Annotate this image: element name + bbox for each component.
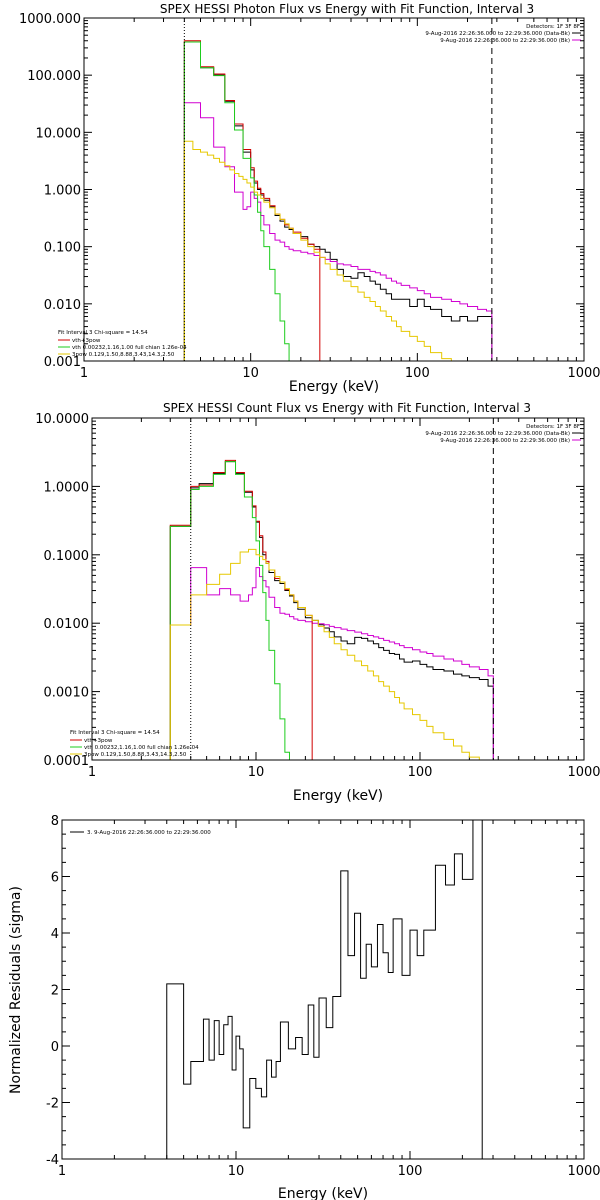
legend-bk: 9-Aug-2016 22:26:36.000 to 22:29:36.000 … — [440, 38, 570, 44]
y-tick-label: 0.1000 — [44, 549, 90, 564]
x-tick-label: 1000 — [567, 765, 600, 780]
series-3 — [166, 819, 483, 1159]
photon-flux-panel: SPEX HESSI Photon Flux vs Energy with Fi… — [19, 2, 600, 395]
x-tick-label: 100 — [398, 1164, 423, 1179]
plot-frame — [83, 17, 585, 362]
y-tick-label: 0.001 — [44, 355, 81, 370]
series-vth — [183, 41, 290, 361]
series-vth-3pow — [183, 40, 321, 361]
series-bk — [183, 102, 493, 361]
series-data-bk — [169, 461, 494, 760]
legend-residual: 3. 9-Aug-2016 22:26:36.000 to 22:29:36.0… — [87, 830, 211, 836]
x-axis-label: Energy (keV) — [293, 788, 383, 804]
x-tick-label: 1000 — [567, 1164, 600, 1179]
tick-layer: 1 10 100 1000 0.001 0.010 0.100 1.000 10.000 100.… — [19, 12, 600, 381]
x-tick-label: 100 — [405, 366, 430, 381]
x-axis-label: Energy (keV) — [289, 379, 379, 395]
series-data-bk — [183, 41, 493, 361]
fit-legend: Fit Interval 3 Chi-square = 14.54 vth+3p… — [70, 730, 199, 758]
residuals-panel: 1 10 100 1000 -4 -2 0 2 4 6 8 Energy (keV) Normali… — [8, 814, 600, 1200]
panel-title: SPEX HESSI Photon Flux vs Energy with Fi… — [160, 2, 534, 16]
y-tick-label: 10.000 — [36, 126, 82, 141]
y-tick-label: 0 — [51, 1040, 59, 1055]
legend-detectors: Detectors: 1F 3F 8F — [526, 24, 580, 30]
plot-frame — [61, 819, 585, 1160]
legend-fit-interval: Fit Interval 3 Chi-square = 14.54 — [58, 330, 148, 336]
y-tick-label: -2 — [46, 1097, 59, 1112]
tick-layer: 1 10 100 1000 0.0001 0.0010 0.0100 0.1000 1.0000… — [35, 412, 600, 780]
legend-data-bk: 9-Aug-2016 22:26:36.000 to 22:29:36.000 … — [425, 431, 570, 437]
x-tick-label: 1000 — [567, 366, 600, 381]
y-tick-label: 2 — [51, 984, 59, 999]
x-axis-label: Energy (keV) — [278, 1186, 368, 1200]
residual-legend: 3. 9-Aug-2016 22:26:36.000 to 22:29:36.0… — [70, 830, 211, 836]
series-vth — [169, 461, 290, 760]
fit-legend: Fit Interval 3 Chi-square = 14.54 vth+3p… — [58, 330, 187, 358]
y-tick-label: 10.0000 — [35, 412, 89, 427]
series-bk — [169, 567, 494, 760]
y-tick-label: 0.010 — [44, 298, 81, 313]
series-3pow — [169, 548, 480, 760]
series-3pow — [183, 140, 452, 361]
legend-bk: 9-Aug-2016 22:26:36.000 to 22:29:36.000 … — [440, 438, 570, 444]
y-tick-label: 1.0000 — [44, 480, 90, 495]
legend-vth: vth 0.00232,1.16,1.00 full chian 1.26e-0… — [72, 345, 187, 351]
x-tick-label: 1 — [80, 366, 88, 381]
series-layer — [169, 418, 494, 760]
y-tick-label: -4 — [46, 1153, 59, 1168]
series-vth-3pow — [169, 459, 313, 760]
series-layer — [183, 18, 493, 361]
y-tick-label: 6 — [51, 871, 59, 886]
detector-legend: Detectors: 1F 3F 8F 9-Aug-2016 22:26:36.… — [425, 424, 581, 444]
legend-vth3pow: vth+3pow — [72, 338, 101, 344]
x-tick-label: 10 — [248, 765, 265, 780]
y-tick-label: 0.100 — [44, 241, 81, 256]
series-layer — [166, 819, 483, 1159]
plot-frame — [91, 417, 585, 761]
count-flux-panel: SPEX HESSI Count Flux vs Energy with Fit… — [35, 401, 600, 804]
legend-3pow: 3pow 0.129,1.50,8.88,3.43,14.3,2.50 — [84, 752, 187, 758]
legend-fit-interval: Fit Interval 3 Chi-square = 14.54 — [70, 730, 160, 736]
y-tick-label: 1.000 — [44, 184, 81, 199]
x-tick-label: 1 — [58, 1164, 66, 1179]
detector-legend: Detectors: 1F 3F 8F 9-Aug-2016 22:26:36.… — [425, 24, 581, 44]
y-tick-label: 0.0001 — [44, 754, 90, 769]
legend-3pow: 3pow 0.129,1.50,8.88,3.43,14.3,2.50 — [72, 352, 175, 358]
legend-vth3pow: vth+3pow — [84, 738, 113, 744]
panel-title: SPEX HESSI Count Flux vs Energy with Fit… — [163, 401, 531, 415]
legend-detectors: Detectors: 1F 3F 8F — [526, 424, 580, 430]
x-tick-label: 10 — [228, 1164, 245, 1179]
y-tick-label: 1000.000 — [19, 12, 81, 27]
legend-vth: vth 0.00232,1.16,1.00 full chian 1.26e-0… — [84, 745, 199, 751]
y-tick-label: 4 — [51, 927, 59, 942]
y-tick-label: 8 — [51, 814, 59, 829]
x-tick-label: 100 — [408, 765, 433, 780]
tick-layer: 1 10 100 1000 -4 -2 0 2 4 6 8 — [46, 814, 600, 1179]
y-tick-label: 0.0010 — [44, 686, 90, 701]
y-tick-label: 0.0100 — [44, 617, 90, 632]
y-tick-label: 100.000 — [27, 69, 81, 84]
legend-data-bk: 9-Aug-2016 22:26:36.000 to 22:29:36.000 … — [425, 31, 570, 37]
x-tick-label: 10 — [242, 366, 259, 381]
y-axis-label: Normalized Residuals (sigma) — [8, 886, 24, 1094]
x-tick-label: 1 — [88, 765, 96, 780]
